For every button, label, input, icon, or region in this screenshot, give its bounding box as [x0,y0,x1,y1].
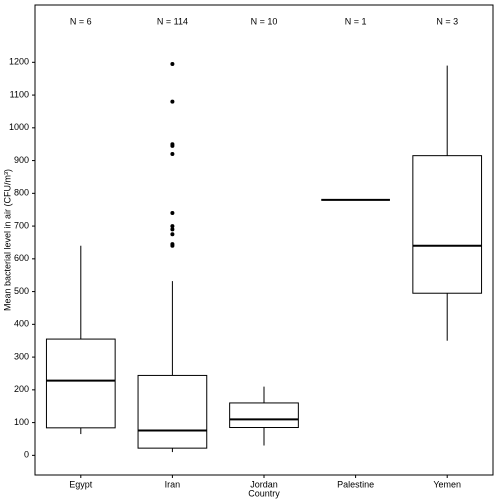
n-annotation: N = 1 [345,16,367,26]
x-tick-label: Palestine [337,479,374,489]
x-tick-label: Egypt [69,479,93,489]
y-tick-label: 700 [14,220,29,230]
box [137,374,208,449]
x-tick-label: Yemen [433,479,461,489]
outlier [170,232,175,237]
n-annotation: N = 114 [157,16,188,26]
box [412,155,483,294]
outlier [170,224,175,229]
y-tick-label: 200 [14,384,29,394]
box [45,338,116,429]
outlier [170,99,175,104]
y-tick-label: 0 [24,450,29,460]
y-tick-label: 600 [14,253,29,263]
y-tick-label: 300 [14,351,29,361]
box [229,402,299,429]
x-tick-label: Iran [165,479,181,489]
outlier [170,227,175,232]
n-annotation: N = 10 [251,16,278,26]
y-tick-label: 500 [14,286,29,296]
x-tick-label: Jordan [250,479,278,489]
outlier [170,152,175,157]
y-tick-label: 900 [14,155,29,165]
y-tick-label: 1100 [10,89,29,99]
outlier [170,210,175,215]
outlier [170,243,175,248]
y-tick-label: 1200 [9,57,29,67]
outlier [170,61,175,66]
y-tick-label: 400 [14,319,29,329]
y-tick-label: 1000 [9,122,29,132]
x-axis-title: Country [248,488,280,498]
y-tick-label: 100 [14,417,29,427]
outlier [170,143,175,148]
y-tick-label: 800 [14,188,29,198]
n-annotation: N = 3 [436,16,458,26]
y-axis-title: Mean bacterial level in air (CFU/m³) [2,169,12,311]
n-annotation: N = 6 [70,16,92,26]
